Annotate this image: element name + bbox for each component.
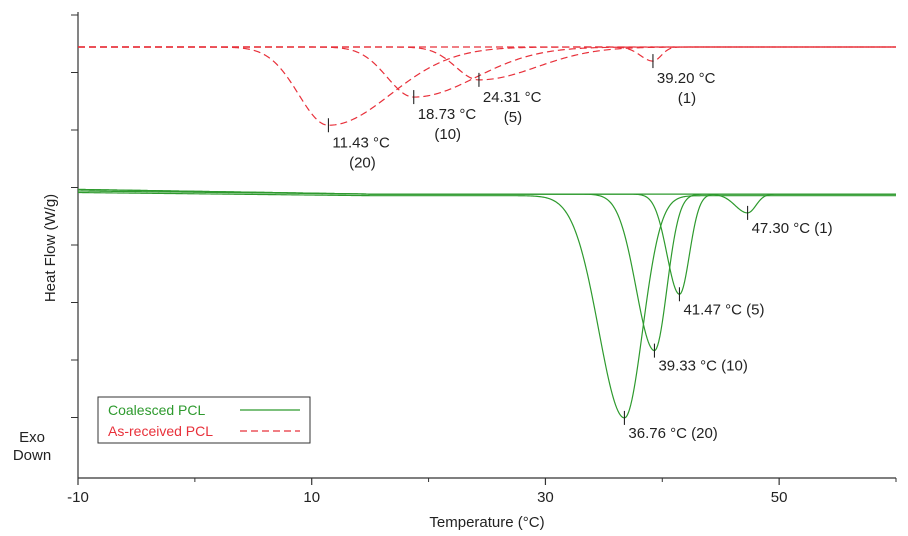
peak-sublabel-3: (20) bbox=[349, 154, 376, 171]
peak-sublabel-1: (5) bbox=[504, 109, 522, 126]
legend: Coalesced PCL As-received PCL bbox=[97, 396, 311, 444]
peak-label-1: 24.31 °C bbox=[483, 89, 542, 106]
y-minor-ticks bbox=[71, 14, 78, 418]
x-tick-label-1: 10 bbox=[303, 489, 320, 506]
x-axis-title: Temperature (°C) bbox=[429, 514, 544, 531]
peak-label-2: 18.73 °C bbox=[418, 106, 477, 123]
curves bbox=[77, 46, 896, 419]
series-curve-coalesced-10 bbox=[77, 190, 896, 352]
series-curve-as-received-5 bbox=[78, 46, 896, 81]
peak-label-3: 11.43 °C bbox=[332, 134, 390, 151]
peak-label-5: 41.47 °C (5) bbox=[683, 301, 764, 318]
series-curve-coalesced-1 bbox=[77, 188, 896, 214]
peak-sublabel-0: (1) bbox=[678, 90, 696, 107]
legend-box bbox=[97, 396, 311, 444]
x-tick-label-0: -10 bbox=[67, 489, 89, 506]
x-tick-label-2: 30 bbox=[537, 489, 554, 506]
x-ticks: -10 10 30 50 bbox=[67, 478, 897, 506]
peak-label-6: 39.33 °C (10) bbox=[658, 358, 747, 375]
peak-label-0: 39.20 °C bbox=[657, 70, 716, 87]
series-curve-as-received-20 bbox=[78, 46, 896, 126]
series-curve-coalesced-20 bbox=[77, 191, 896, 419]
peak-label-4: 47.30 °C (1) bbox=[752, 220, 833, 237]
series-curve-as-received-1 bbox=[78, 46, 896, 62]
x-tick-label-3: 50 bbox=[771, 489, 788, 506]
exo-label: Exo bbox=[19, 429, 45, 446]
legend-label-coalesced: Coalesced PCL bbox=[108, 402, 205, 418]
down-label: Down bbox=[13, 447, 51, 464]
legend-label-as-received: As-received PCL bbox=[108, 423, 213, 439]
peak-label-7: 36.76 °C (20) bbox=[628, 425, 717, 442]
peak-sublabel-2: (10) bbox=[434, 126, 461, 143]
y-axis-title: Heat Flow (W/g) bbox=[42, 194, 59, 302]
peak-annotations: 39.20 °C (1) 24.31 °C (5) 18.73 °C (10) 11.43 … bbox=[327, 54, 833, 442]
series-curve-coalesced-5 bbox=[77, 188, 896, 295]
